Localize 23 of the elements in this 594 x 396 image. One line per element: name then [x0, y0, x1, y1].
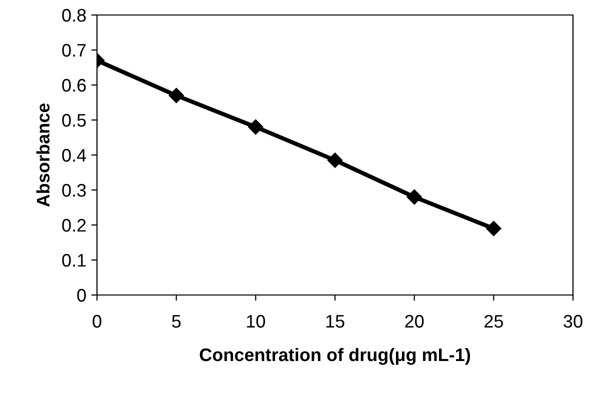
y-axis-title: Absorbance: [36, 103, 50, 207]
y-tick-label: 0.1: [62, 254, 86, 267]
y-tick-label: 0.4: [62, 148, 86, 162]
point: [327, 152, 343, 168]
x-axis-title: Concentration of drug(μg mL-1): [200, 348, 470, 365]
x-tick-label: 30: [564, 314, 582, 328]
x-tick-label: 15: [326, 315, 344, 328]
y-tick-label: 0.5: [62, 114, 86, 127]
point: [406, 189, 422, 205]
point: [486, 220, 502, 236]
y-tick-label: 0.6: [62, 78, 86, 92]
y-tick-label: 0.3: [62, 184, 86, 197]
point: [248, 119, 264, 135]
y-tick-label: 0.7: [62, 44, 86, 57]
point: [168, 88, 184, 104]
x-tick-label: 25: [484, 314, 503, 328]
y-tick-label: 0.2: [62, 218, 86, 232]
x-tick-label: 5: [172, 315, 181, 328]
x-tick-label: 20: [405, 314, 424, 328]
x-tick-label: 10: [247, 314, 266, 328]
y-tick-label: 0: [77, 288, 86, 302]
x-tick-label: 0: [92, 314, 102, 328]
y-tick-label: 0.8: [62, 8, 86, 22]
